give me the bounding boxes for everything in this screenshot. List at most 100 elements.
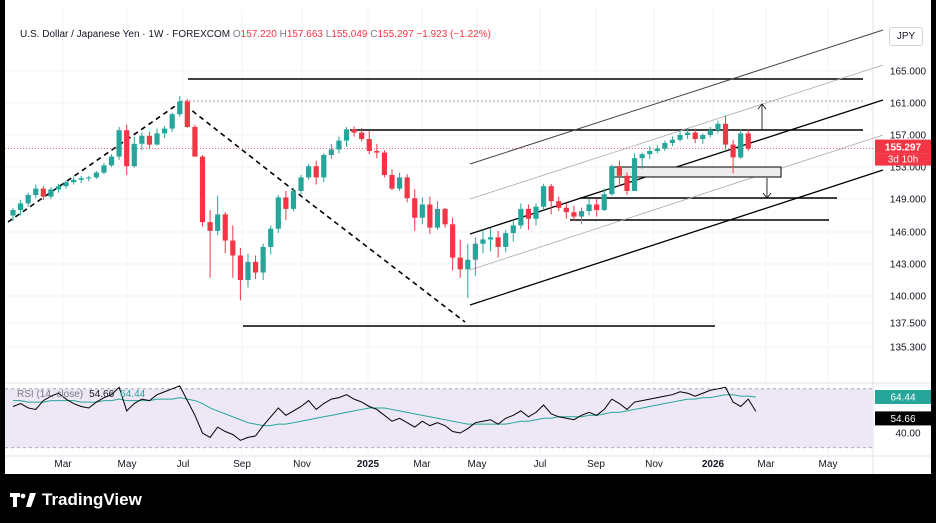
candle-body[interactable] (33, 188, 39, 195)
candle-body[interactable] (252, 261, 259, 273)
candle-body[interactable] (594, 204, 600, 211)
brand-logo[interactable]: TradingView (10, 490, 142, 510)
candle-body[interactable] (108, 156, 115, 166)
candle-body[interactable] (389, 175, 395, 189)
candle-body[interactable] (40, 188, 46, 197)
candle-body[interactable] (63, 182, 69, 187)
candle-body[interactable] (313, 166, 319, 178)
candle-body[interactable] (328, 149, 334, 155)
candle-body[interactable] (321, 155, 327, 178)
candle-body[interactable] (548, 186, 554, 202)
candle-body[interactable] (616, 166, 622, 176)
candle-body[interactable] (215, 214, 221, 231)
candle-body[interactable] (624, 175, 630, 191)
candle-body[interactable] (71, 179, 77, 183)
candle-body[interactable] (404, 177, 410, 199)
candle-body[interactable] (396, 177, 403, 189)
candle-body[interactable] (692, 132, 698, 139)
candle-body[interactable] (55, 186, 62, 190)
candle-body[interactable] (556, 201, 562, 208)
candle-body[interactable] (184, 101, 190, 127)
candle-body[interactable] (86, 177, 92, 179)
candle-body[interactable] (366, 139, 372, 151)
candle-body[interactable] (541, 186, 547, 207)
candle-body[interactable] (343, 129, 350, 141)
candle-body[interactable] (631, 158, 638, 191)
candle-body[interactable] (169, 114, 175, 129)
symbol-name[interactable]: U.S. Dollar / Japanese Yen · 1W · FOREXC… (20, 29, 231, 40)
price-chart[interactable]: 165.000 161.000 157.000 153.000 149.000 146.0… (5, 0, 931, 474)
candle-body[interactable] (563, 207, 569, 213)
candle-body[interactable] (525, 208, 532, 219)
candle-body[interactable] (351, 129, 357, 133)
candle-body[interactable] (662, 143, 668, 149)
candle-body[interactable] (434, 208, 441, 228)
candle-body[interactable] (412, 198, 418, 218)
candle-body[interactable] (639, 154, 645, 159)
candle-body[interactable] (457, 257, 463, 270)
candle-body[interactable] (237, 255, 243, 280)
candle-body[interactable] (465, 259, 471, 270)
channel-lower-line[interactable] (469, 169, 884, 306)
candle-body[interactable] (222, 214, 228, 241)
candle-body[interactable] (480, 239, 486, 244)
candle-body[interactable] (677, 135, 683, 140)
candle-body[interactable] (533, 206, 539, 219)
candle-body[interactable] (601, 194, 607, 210)
candle-body[interactable] (745, 133, 751, 149)
candle-body[interactable] (260, 246, 266, 273)
candle-body[interactable] (715, 123, 721, 131)
candle-body[interactable] (419, 204, 425, 218)
candle-body[interactable] (10, 210, 16, 216)
candle-body[interactable] (146, 135, 153, 145)
candle-body[interactable] (669, 139, 676, 143)
candle-body[interactable] (101, 165, 107, 173)
candle-body[interactable] (93, 172, 99, 178)
candle-body[interactable] (48, 189, 54, 197)
candle-body[interactable] (192, 127, 198, 157)
candle-body[interactable] (268, 228, 274, 247)
channel-inner-line-2[interactable] (469, 64, 884, 200)
rsi-legend[interactable]: RSI (14, close) 54.66 64.44 (17, 389, 145, 400)
candle-body[interactable] (139, 135, 145, 144)
candle-body[interactable] (609, 166, 615, 195)
candle-body[interactable] (25, 195, 31, 204)
candle-body[interactable] (510, 225, 516, 234)
candle-body[interactable] (685, 132, 691, 135)
candle-body[interactable] (207, 222, 213, 231)
candle-body[interactable] (442, 208, 448, 225)
consolidation-box[interactable] (612, 166, 782, 178)
candle-body[interactable] (306, 166, 312, 178)
candle-body[interactable] (738, 133, 744, 158)
candle-body[interactable] (177, 101, 183, 115)
candle-body[interactable] (116, 130, 122, 157)
candle-body[interactable] (495, 237, 501, 247)
candle-body[interactable] (586, 204, 592, 212)
candle-body[interactable] (290, 191, 297, 209)
candle-body[interactable] (359, 132, 365, 139)
candle-body[interactable] (578, 211, 585, 217)
candle-body[interactable] (503, 233, 509, 247)
candle-body[interactable] (722, 123, 729, 145)
candle-body[interactable] (162, 128, 168, 134)
candle-body[interactable] (78, 178, 84, 180)
candle-body[interactable] (374, 151, 380, 153)
candle-body[interactable] (518, 208, 524, 226)
candle-body[interactable] (487, 237, 494, 240)
candle-body[interactable] (154, 133, 160, 145)
candle-body[interactable] (336, 140, 342, 150)
candle-body[interactable] (381, 152, 388, 175)
candle-body[interactable] (707, 130, 713, 135)
candle-body[interactable] (647, 151, 653, 155)
chart-pane[interactable]: 165.000 161.000 157.000 153.000 149.000 146.0… (5, 0, 931, 474)
candle-body[interactable] (131, 143, 137, 167)
candle-body[interactable] (199, 156, 206, 223)
candle-body[interactable] (427, 204, 433, 228)
candle-body[interactable] (571, 212, 577, 217)
candle-body[interactable] (472, 243, 478, 260)
candle-body[interactable] (245, 261, 251, 280)
candle-body[interactable] (700, 135, 706, 139)
candle-body[interactable] (654, 148, 660, 151)
candle-body[interactable] (283, 197, 289, 209)
candle-body[interactable] (17, 203, 24, 210)
